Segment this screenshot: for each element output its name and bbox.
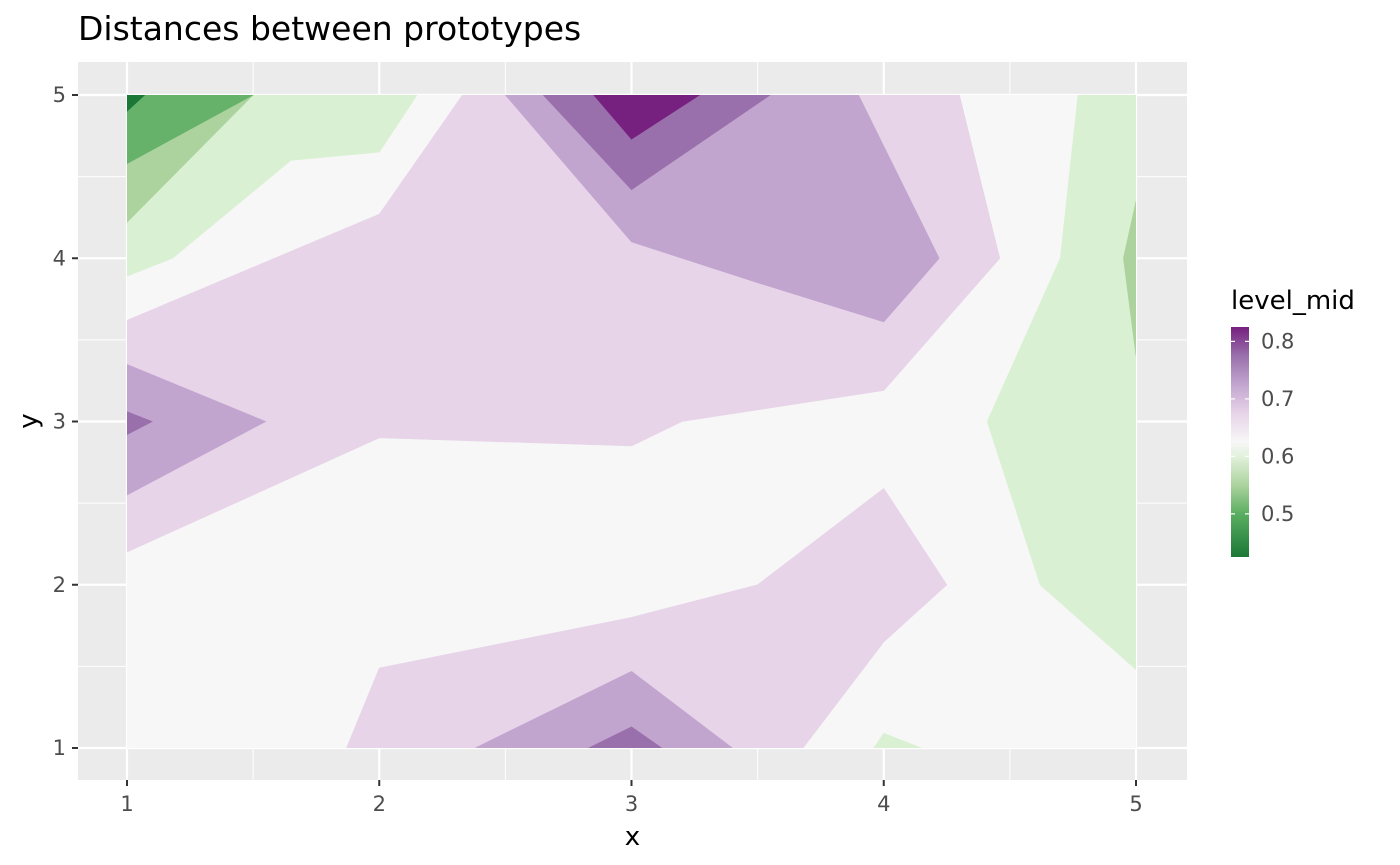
contour-band-0.675 (346, 487, 948, 748)
legend-tick-label: 0.6 (1261, 444, 1294, 468)
contour-band-0.775 (588, 726, 663, 748)
contour-band-0.525 (127, 95, 254, 164)
legend-tick-label: 0.7 (1261, 387, 1294, 411)
contour-band-0.725 (474, 670, 733, 748)
y-tick-label: 4 (53, 246, 66, 270)
contour-bands (127, 95, 1136, 748)
y-tick-label: 1 (53, 736, 66, 760)
x-tick-label: 4 (877, 792, 890, 816)
legend-tick-label: 0.5 (1261, 502, 1294, 526)
legend: level_mid 0.5 0.6 0.7 0.8 (1231, 286, 1355, 557)
y-axis-title: y (14, 413, 44, 428)
contour-band-0.475 (127, 95, 146, 112)
chart-title: Distances between prototypes (78, 9, 581, 48)
x-tick-label: 1 (120, 792, 133, 816)
y-tick-label: 2 (53, 573, 66, 597)
contour-band-0.800 (593, 95, 701, 140)
x-tick-label: 2 (373, 792, 386, 816)
contour-band-0.575 (986, 95, 1136, 671)
x-tick-label: 5 (1129, 792, 1142, 816)
legend-ticks: 0.5 0.6 0.7 0.8 (1231, 329, 1294, 526)
y-axis: 1 2 3 4 5 (53, 83, 78, 760)
contour-band-0.775 (127, 411, 153, 435)
x-axis: 1 2 3 4 5 (120, 780, 1143, 816)
contour-band-0.550 (1123, 201, 1136, 357)
y-tick-label: 3 (53, 410, 66, 434)
contour-band-0.775 (542, 95, 771, 191)
x-tick-label: 3 (625, 792, 638, 816)
contour-band-0.575 (873, 732, 922, 748)
x-axis-title: x (625, 822, 640, 852)
legend-title: level_mid (1231, 286, 1355, 316)
contour-band-0.725 (127, 364, 267, 496)
legend-tick-label: 0.8 (1261, 329, 1294, 353)
legend-colorbar (1231, 327, 1249, 557)
y-tick-label: 5 (53, 83, 66, 107)
